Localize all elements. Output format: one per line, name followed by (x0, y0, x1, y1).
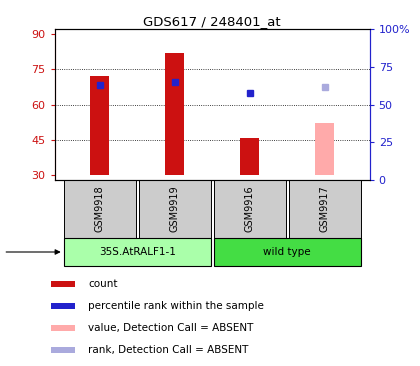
Bar (165, 53, 184, 175)
Bar (139, 180, 210, 238)
Bar (63, 238, 210, 266)
Bar (51, 281, 75, 287)
Text: rank, Detection Call = ABSENT: rank, Detection Call = ABSENT (88, 345, 249, 355)
Title: GDS617 / 248401_at: GDS617 / 248401_at (143, 15, 281, 28)
Text: genotype/variation: genotype/variation (0, 247, 60, 257)
Bar (51, 303, 75, 309)
Text: GSM9919: GSM9919 (170, 186, 180, 232)
Text: 35S.AtRALF1-1: 35S.AtRALF1-1 (99, 247, 176, 257)
Bar (90, 76, 109, 175)
Text: GSM9918: GSM9918 (94, 186, 105, 232)
Text: value, Detection Call = ABSENT: value, Detection Call = ABSENT (88, 323, 254, 333)
Bar (63, 180, 136, 238)
Bar (240, 138, 259, 175)
Text: wild type: wild type (263, 247, 311, 257)
Bar (214, 180, 286, 238)
Text: GSM9916: GSM9916 (244, 186, 255, 232)
Text: GSM9917: GSM9917 (320, 186, 330, 232)
Bar (315, 123, 334, 175)
Text: percentile rank within the sample: percentile rank within the sample (88, 301, 264, 311)
Bar (51, 325, 75, 331)
Bar (289, 180, 361, 238)
Bar (214, 238, 361, 266)
Bar (51, 347, 75, 353)
Text: count: count (88, 279, 118, 289)
